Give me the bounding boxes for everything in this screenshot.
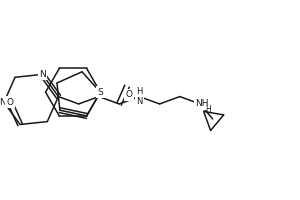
- Text: NH: NH: [0, 98, 13, 107]
- Text: N: N: [39, 70, 46, 79]
- Text: O: O: [7, 98, 14, 107]
- Text: O: O: [125, 90, 132, 99]
- Text: H: H: [205, 105, 211, 114]
- Text: H
N: H N: [136, 87, 142, 106]
- Text: S: S: [98, 88, 103, 97]
- Text: NH: NH: [195, 99, 209, 108]
